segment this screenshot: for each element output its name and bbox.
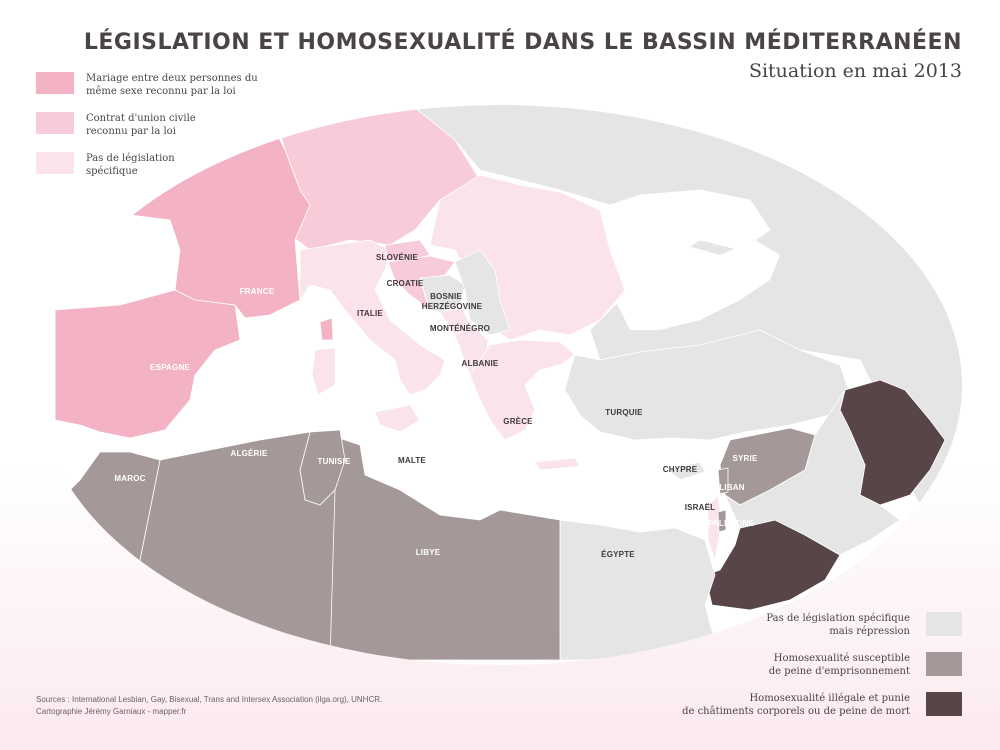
legend-swatch-union [36, 112, 74, 134]
label-syrie: SYRIE [732, 454, 757, 463]
sources-line: Sources : International Lesbian, Gay, Bi… [36, 695, 383, 704]
legend-label-mariage: Mariage entre deux personnes du même sex… [86, 73, 258, 97]
country-grece [469, 339, 576, 441]
country-corse [319, 317, 334, 341]
country-montenegro [439, 307, 471, 336]
label-croatie: CROATIE [387, 279, 424, 288]
legend-label-chatiments: Homosexualité illégale et punie de châti… [682, 693, 910, 717]
country-libye [329, 434, 561, 661]
label-bosnie: BOSNIE [430, 292, 462, 301]
label-libye: LIBYE [416, 548, 441, 557]
legend-swatch-aucune [36, 152, 74, 174]
label-malte: MALTE [398, 456, 426, 465]
country-bosnie [419, 274, 466, 313]
legend-label-repression: Pas de législation spécifique mais répre… [766, 613, 910, 637]
country-croatie [387, 255, 456, 312]
page-title: LÉGISLATION ET HOMOSEXUALITÉ DANS LE BAS… [83, 30, 962, 55]
country-crete [534, 457, 581, 471]
legend-repression: Pas de législation spécifique mais répre… [632, 612, 962, 732]
label-palestine: PALESTINE [708, 519, 755, 528]
label-chypre: CHYPRE [663, 465, 698, 474]
label-grece: GRÈCE [503, 417, 533, 426]
country-sardaigne [311, 347, 336, 396]
label-algerie: ALGÉRIE [231, 449, 268, 458]
country-maroc [38, 451, 161, 661]
country-espagne [54, 289, 241, 439]
country-labels: FRANCE ESPAGNE ITALIE SLOVÉNIE CROATIE B… [114, 253, 757, 559]
label-liban: LIBAN [719, 483, 744, 492]
sources-credits: Sources : International Lesbian, Gay, Bi… [36, 694, 456, 718]
legend-item-prison: Homosexualité susceptible de peine d'emp… [632, 652, 962, 678]
country-turquie [564, 329, 851, 441]
label-tunisie: TUNISIE [318, 457, 351, 466]
country-palestine [717, 509, 727, 533]
country-sicile [374, 404, 421, 433]
legend-label-union: Contrat d'union civile reconnu par la lo… [86, 113, 196, 137]
legend-swatch-prison [926, 652, 962, 676]
label-maroc: MAROC [114, 474, 145, 483]
legend-swatch-repression [926, 612, 962, 636]
country-jordanie [724, 389, 901, 556]
legend-item-chatiments: Homosexualité illégale et punie de châti… [632, 692, 962, 718]
legend-legalisation: Mariage entre deux personnes du même sex… [36, 72, 276, 192]
legend-swatch-mariage [36, 72, 74, 94]
legend-item-union: Contrat d'union civile reconnu par la lo… [36, 112, 276, 138]
legend-swatch-chatiments [926, 692, 962, 716]
label-herzegovine: HERZÉGOVINE [422, 302, 483, 311]
label-espagne: ESPAGNE [150, 363, 190, 372]
legend-item-mariage: Mariage entre deux personnes du même sex… [36, 72, 276, 98]
page-subtitle: Situation en mai 2013 [748, 60, 962, 82]
legend-item-repression: Pas de législation spécifique mais répre… [632, 612, 962, 638]
label-france: FRANCE [240, 287, 275, 296]
label-albanie: ALBANIE [462, 359, 499, 368]
label-egypte: ÉGYPTE [601, 550, 635, 559]
country-balkans [454, 249, 511, 336]
legend-item-aucune: Pas de législation spécifique [36, 152, 276, 178]
label-israel: ISRAËL [685, 503, 716, 512]
country-chypre [667, 461, 706, 481]
black-sea [615, 240, 780, 330]
label-montenegro: MONTÉNÉGRO [430, 324, 490, 333]
legend-label-prison: Homosexualité susceptible de peine d'emp… [768, 653, 910, 677]
legend-label-aucune: Pas de législation spécifique [86, 153, 175, 177]
label-slovenie: SLOVÉNIE [376, 253, 419, 262]
credits-line: Cartographie Jérémy Garniaux - mapper.fr [36, 707, 187, 716]
country-liban [717, 467, 729, 495]
label-italie: ITALIE [357, 309, 383, 318]
label-turquie: TURQUIE [605, 408, 643, 417]
